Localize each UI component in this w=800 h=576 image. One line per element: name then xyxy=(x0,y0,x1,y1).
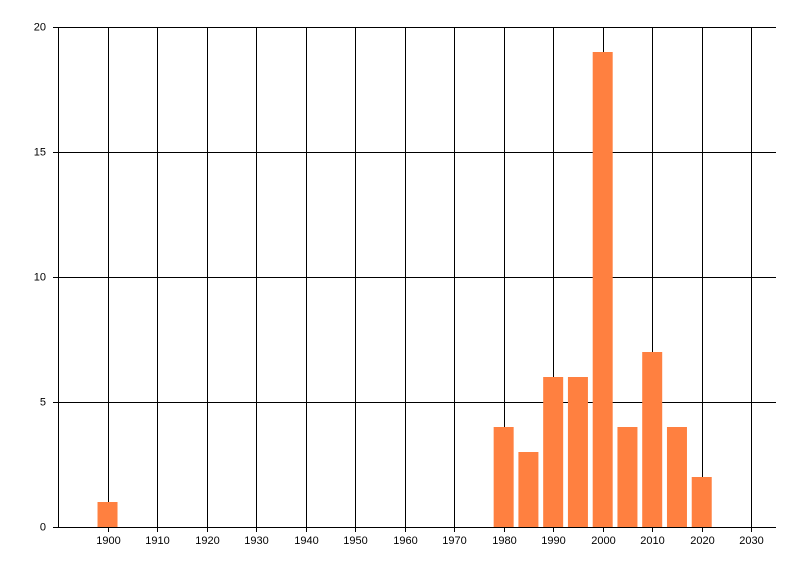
x-tick-label: 1950 xyxy=(343,535,367,547)
bar xyxy=(592,52,613,527)
bar xyxy=(493,427,514,527)
y-tick-label: 20 xyxy=(34,21,46,33)
bar xyxy=(543,377,564,527)
x-tick-label: 2020 xyxy=(690,535,714,547)
y-tick-label: 15 xyxy=(34,146,46,158)
bar xyxy=(617,427,638,527)
x-tick-label: 1930 xyxy=(244,535,268,547)
x-tick-label: 1990 xyxy=(541,535,565,547)
y-tick-label: 10 xyxy=(34,271,46,283)
y-tick-label: 5 xyxy=(40,396,46,408)
x-tick-label: 2030 xyxy=(739,535,763,547)
bar xyxy=(518,452,539,527)
bar xyxy=(691,477,712,527)
y-tick-label: 0 xyxy=(40,521,46,533)
x-tick-label: 1980 xyxy=(492,535,516,547)
bar xyxy=(666,427,687,527)
x-tick-label: 1940 xyxy=(294,535,318,547)
x-tick-label: 2010 xyxy=(640,535,664,547)
bar xyxy=(642,352,663,527)
x-tick-label: 2000 xyxy=(591,535,615,547)
x-tick-label: 1970 xyxy=(442,535,466,547)
x-tick-label: 1900 xyxy=(96,535,120,547)
bar xyxy=(567,377,588,527)
x-tick-label: 1960 xyxy=(393,535,417,547)
x-tick-label: 1920 xyxy=(195,535,219,547)
bar xyxy=(97,502,118,527)
x-tick-label: 1910 xyxy=(145,535,169,547)
